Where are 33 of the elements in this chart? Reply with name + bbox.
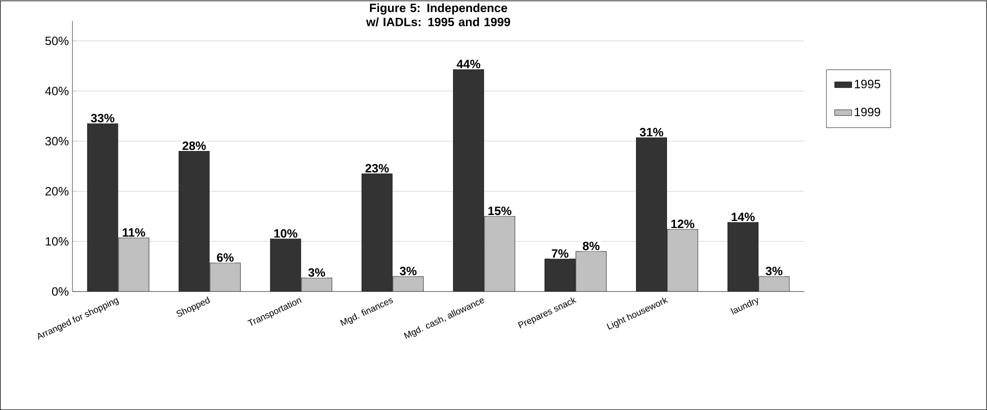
data-label: 3% bbox=[308, 268, 326, 277]
bar bbox=[178, 151, 210, 292]
y-tick-label: 40% bbox=[45, 86, 69, 96]
bar bbox=[453, 69, 484, 292]
data-label: 11% bbox=[122, 228, 146, 237]
data-label: 33% bbox=[90, 114, 114, 122]
data-label: 10% bbox=[274, 229, 298, 238]
y-tick-label: 50% bbox=[45, 36, 69, 46]
legend-label: 1999 bbox=[854, 108, 880, 116]
bar bbox=[636, 138, 667, 292]
bar bbox=[87, 124, 118, 292]
data-label: 7% bbox=[552, 249, 568, 258]
data-label: 15% bbox=[488, 206, 512, 216]
bar bbox=[728, 222, 758, 292]
chart-title: Figure 5: Independence w/ IADLs: 1995 and 1999 bbox=[366, 3, 510, 26]
data-label: 3% bbox=[766, 266, 782, 276]
data-label: 6% bbox=[216, 253, 234, 262]
bar bbox=[270, 238, 301, 292]
data-label: 23% bbox=[365, 164, 389, 172]
data-label: 31% bbox=[640, 128, 664, 136]
data-label: 12% bbox=[671, 220, 694, 228]
y-tick-label: 30% bbox=[45, 136, 69, 146]
y-tick-label: 0% bbox=[52, 287, 69, 296]
bar bbox=[362, 174, 392, 292]
data-label: 14% bbox=[732, 212, 755, 222]
data-label: 28% bbox=[182, 141, 206, 150]
data-label: 3% bbox=[400, 266, 417, 276]
legend-label: 1995 bbox=[854, 80, 880, 88]
y-tick-label: 20% bbox=[45, 186, 69, 196]
bar bbox=[544, 258, 576, 292]
data-label: 8% bbox=[582, 242, 600, 250]
y-tick-label: 10% bbox=[46, 237, 69, 246]
data-label: 44% bbox=[456, 60, 480, 68]
